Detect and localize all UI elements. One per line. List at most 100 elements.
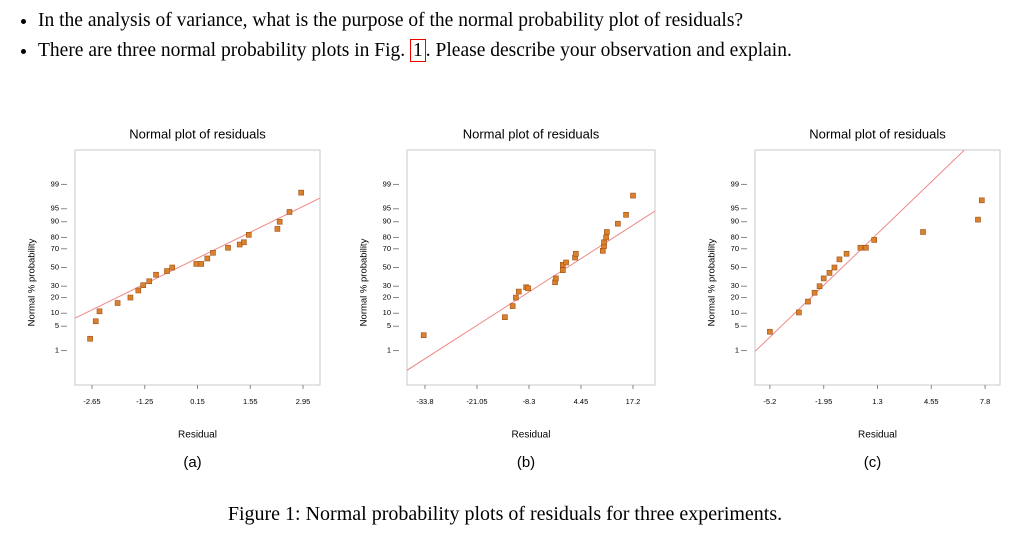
- chart: Normal plot of residuals Residual Normal %…: [707, 126, 1001, 471]
- point: [92, 318, 99, 325]
- x-tick-label: -33.8: [416, 397, 433, 406]
- point: [420, 332, 427, 338]
- point: [140, 282, 147, 289]
- y-tick-label: 90: [383, 217, 391, 226]
- point: [193, 261, 200, 267]
- point: [513, 294, 519, 301]
- y-tick-label: 30: [731, 281, 739, 290]
- point: [146, 278, 153, 285]
- x-tick-label: 17.2: [626, 397, 641, 406]
- x-tick-label: -2.65: [83, 397, 100, 406]
- point: [811, 289, 818, 296]
- point: [820, 275, 827, 282]
- y-tick-label: 95: [51, 204, 59, 213]
- point: [603, 234, 609, 241]
- point: [857, 244, 864, 251]
- point: [274, 226, 281, 232]
- plot-frame: [754, 149, 1001, 386]
- fit-line: [407, 210, 655, 371]
- point: [573, 250, 579, 257]
- bullet: There are three normal probability plots…: [38, 36, 1024, 66]
- x-tick-label: -8.3: [522, 397, 535, 406]
- x-axis-label: Residual: [858, 430, 897, 441]
- y-tick-label: 90: [731, 217, 739, 226]
- point: [241, 239, 247, 246]
- y-tick-label: 50: [383, 262, 391, 271]
- y-tick-label: 20: [51, 293, 59, 302]
- x-tick-label: 1.3: [872, 397, 882, 406]
- point: [831, 264, 838, 271]
- point: [114, 300, 121, 306]
- point: [198, 261, 205, 267]
- y-tick-label: 50: [51, 262, 59, 271]
- y-tick-label: 80: [383, 232, 391, 241]
- x-tick-label: 2.95: [296, 397, 311, 406]
- y-tick-label: 5: [55, 321, 59, 330]
- x-tick-label: 7.8: [980, 397, 990, 406]
- y-tick-label: 70: [51, 244, 59, 253]
- y-tick-label: 90: [51, 217, 59, 226]
- x-tick-label: 0.15: [190, 397, 205, 406]
- point: [871, 237, 877, 243]
- x-tick-label: -1.95: [815, 397, 832, 406]
- bullet-text: There are three normal probability plots…: [38, 40, 406, 61]
- chart: Normal plot of residuals Residual Normal %…: [359, 126, 656, 471]
- point: [560, 267, 566, 273]
- point: [127, 294, 134, 301]
- point: [975, 216, 981, 223]
- x-tick-label: -21.05: [466, 397, 487, 406]
- y-tick-label: 99: [383, 179, 391, 188]
- point: [978, 197, 985, 204]
- y-tick-label: 95: [731, 204, 739, 213]
- point: [767, 328, 773, 335]
- point: [286, 209, 293, 215]
- chart: Normal plot of residuals Residual Normal %…: [27, 126, 321, 471]
- point: [630, 192, 636, 199]
- point: [298, 189, 304, 196]
- y-tick-label: 80: [731, 232, 739, 241]
- y-tick-label: 10: [731, 308, 739, 317]
- point: [623, 212, 629, 218]
- fit-line: [755, 150, 965, 352]
- figure-ref[interactable]: 1: [410, 39, 426, 62]
- caption: Figure 1: Normal probability plots of re…: [227, 503, 783, 525]
- point: [553, 275, 559, 282]
- chart-title: Normal plot of residuals: [129, 126, 266, 141]
- y-tick-label: 50: [731, 262, 739, 271]
- plot-frame: [406, 149, 656, 386]
- bullet-text: . Please describe your observation and e…: [425, 40, 792, 61]
- y-tick-label: 70: [383, 244, 391, 253]
- point: [210, 249, 216, 256]
- bullet-text: In the analysis of variance, what is the…: [38, 10, 744, 31]
- y-tick-label: 30: [383, 281, 391, 290]
- y-axis-label: Normal % probability: [359, 238, 370, 326]
- y-tick-label: 5: [387, 321, 391, 330]
- point: [826, 270, 833, 276]
- x-tick-label: -1.25: [136, 397, 153, 406]
- fit-line: [75, 197, 320, 319]
- point: [863, 244, 869, 251]
- point: [225, 244, 231, 251]
- x-axis-label: Residual: [178, 430, 217, 441]
- point: [805, 298, 811, 305]
- y-tick-label: 70: [731, 244, 739, 253]
- point: [276, 218, 283, 225]
- chart-title: Normal plot of residuals: [463, 126, 600, 141]
- subcaption: (c): [864, 454, 882, 471]
- y-tick-label: 20: [383, 293, 391, 302]
- x-axis-label: Residual: [512, 430, 551, 441]
- plot-frame: [74, 149, 321, 386]
- point: [169, 264, 176, 271]
- point: [204, 255, 211, 262]
- point: [563, 259, 569, 266]
- y-tick-label: 99: [731, 179, 739, 188]
- point: [87, 335, 93, 342]
- point: [920, 229, 926, 235]
- point: [601, 239, 607, 246]
- point: [135, 287, 142, 294]
- x-tick-label: 4.55: [924, 397, 939, 406]
- point: [604, 229, 610, 235]
- bullet-list: In the analysis of variance, what is the…: [10, 6, 1024, 66]
- y-axis-label: Normal % probability: [707, 238, 718, 326]
- y-tick-label: 99: [51, 179, 59, 188]
